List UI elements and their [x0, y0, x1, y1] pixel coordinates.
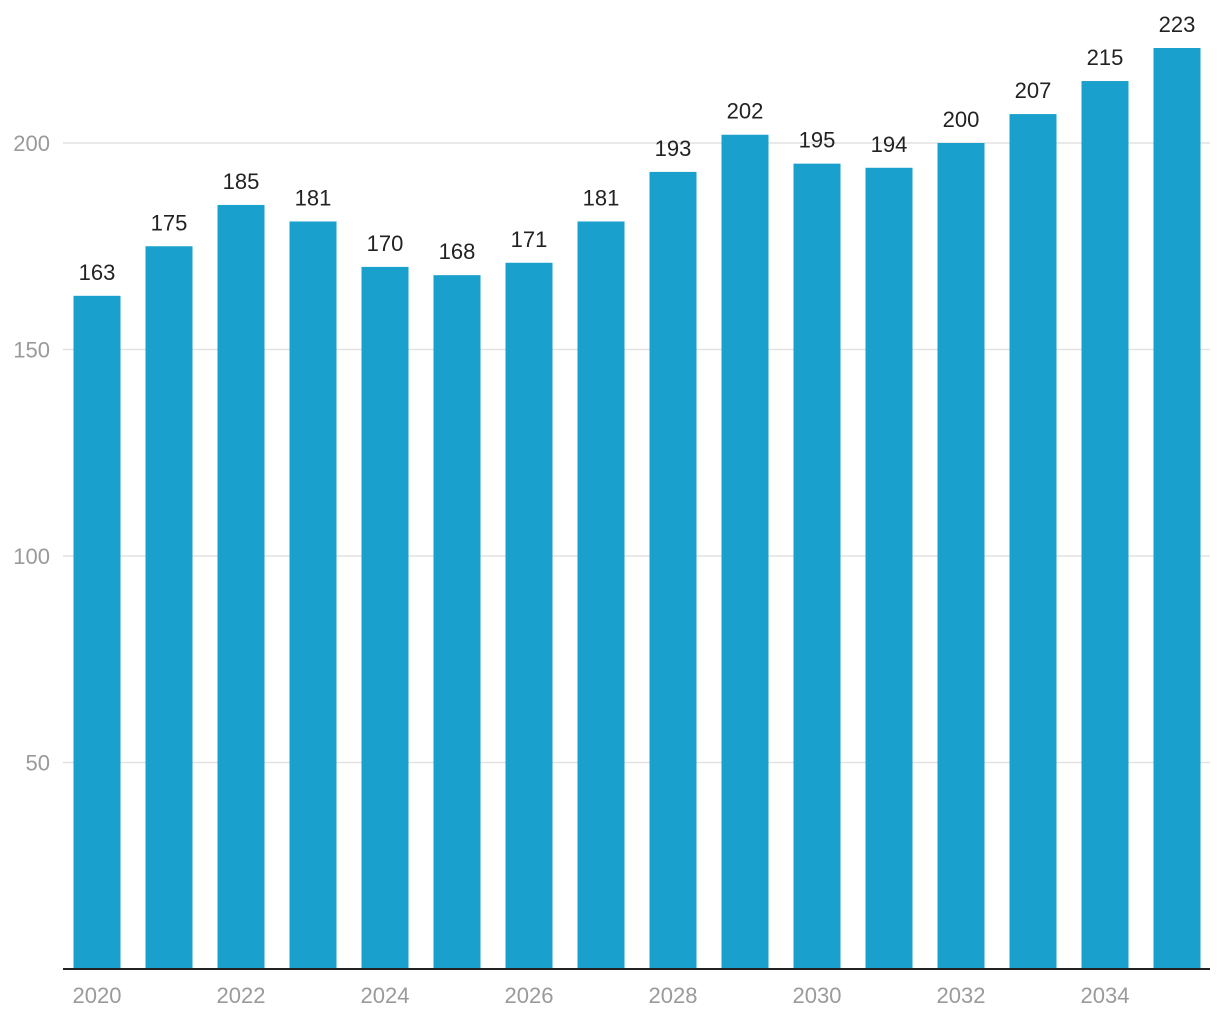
x-tick-label: 2022 — [217, 983, 266, 1008]
y-tick-label: 100 — [13, 544, 50, 569]
x-tick-label: 2032 — [937, 983, 986, 1008]
data-labels: 163 175 185 181 170 168 171 181 193 202 195 194 200 2… — [79, 12, 1196, 285]
bar-2032 — [937, 143, 985, 969]
data-label-2032: 200 — [943, 107, 980, 132]
bar-2024 — [361, 266, 409, 969]
x-tick-label: 2034 — [1081, 983, 1130, 1008]
bar-2026 — [505, 262, 553, 969]
data-label-2035: 223 — [1159, 12, 1196, 37]
y-tick-label: 150 — [13, 338, 50, 363]
x-tick-label: 2028 — [649, 983, 698, 1008]
data-label-2033: 207 — [1015, 78, 1052, 103]
bar-2020 — [73, 295, 121, 969]
x-tick-label: 2026 — [505, 983, 554, 1008]
bar-2029 — [721, 134, 769, 970]
x-tick-label: 2024 — [361, 983, 410, 1008]
bar-2035 — [1153, 48, 1201, 969]
data-label-2023: 181 — [295, 185, 332, 210]
data-label-2025: 168 — [439, 239, 476, 264]
bar-2022 — [217, 204, 265, 969]
data-label-2029: 202 — [727, 99, 764, 124]
x-tick-label: 2020 — [73, 983, 122, 1008]
x-tick-label: 2030 — [793, 983, 842, 1008]
data-label-2021: 175 — [151, 210, 188, 235]
data-label-2022: 185 — [223, 169, 260, 194]
x-tick-labels: 2020 2022 2024 2026 2028 2030 2032 2034 — [73, 983, 1130, 1008]
bar-2028 — [649, 171, 697, 969]
data-label-2034: 215 — [1087, 45, 1124, 70]
y-tick-label: 200 — [13, 131, 50, 156]
data-label-2028: 193 — [655, 136, 692, 161]
bar-2030 — [793, 163, 841, 969]
bar-2027 — [577, 221, 625, 970]
data-label-2020: 163 — [79, 260, 116, 285]
bar-2031 — [865, 167, 913, 969]
bar-2034 — [1081, 81, 1129, 970]
data-label-2030: 195 — [799, 128, 836, 153]
bar-2033 — [1009, 114, 1057, 970]
bar-2021 — [145, 246, 193, 969]
bar-2025 — [433, 275, 481, 969]
data-label-2027: 181 — [583, 185, 620, 210]
bar-2023 — [289, 221, 337, 970]
data-label-2024: 170 — [367, 231, 404, 256]
bars — [73, 48, 1201, 970]
y-tick-label: 50 — [26, 751, 50, 776]
data-label-2026: 171 — [511, 227, 548, 252]
data-label-2031: 194 — [871, 132, 908, 157]
